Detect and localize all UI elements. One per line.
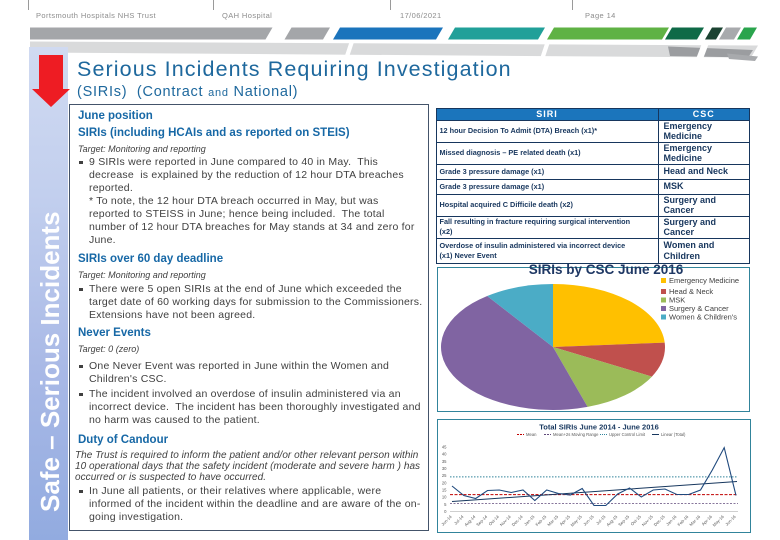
svg-text:0: 0 (444, 509, 447, 514)
svg-text:20: 20 (442, 480, 447, 485)
svg-text:25: 25 (442, 473, 447, 478)
svg-text:Mean: Mean (526, 432, 537, 437)
svg-text:Sep-14: Sep-14 (475, 514, 489, 528)
svg-text:Mean+2s Moving Range: Mean+2s Moving Range (553, 432, 599, 437)
svg-text:Aug-14: Aug-14 (463, 514, 477, 528)
svg-text:Sep-15: Sep-15 (617, 514, 631, 528)
svg-text:Total SIRIs June 2014 - June 2: Total SIRIs June 2014 - June 2016 (539, 423, 659, 432)
svg-text:Head & Neck: Head & Neck (669, 287, 713, 296)
svg-text:SIRIs by CSC June 2016: SIRIs by CSC June 2016 (529, 262, 684, 277)
svg-text:Mar-15: Mar-15 (546, 514, 559, 527)
svg-text:Jun-14: Jun-14 (440, 514, 453, 527)
svg-text:Aug-15: Aug-15 (605, 514, 619, 528)
svg-text:Surgery & Cancer: Surgery & Cancer (669, 304, 729, 313)
svg-text:Feb-16: Feb-16 (676, 514, 689, 527)
svg-text:MSK: MSK (669, 296, 685, 305)
svg-text:Upper Control Limit: Upper Control Limit (609, 432, 646, 437)
svg-text:40: 40 (442, 452, 447, 457)
svg-text:Jun-15: Jun-15 (582, 514, 595, 527)
svg-text:Nov-14: Nov-14 (499, 514, 513, 528)
svg-text:30: 30 (442, 466, 447, 471)
svg-text:Linear (Total): Linear (Total) (661, 432, 686, 437)
svg-text:Feb-15: Feb-15 (534, 514, 547, 527)
svg-text:15: 15 (442, 488, 447, 493)
svg-text:5: 5 (444, 502, 447, 507)
svg-text:Jan-15: Jan-15 (523, 514, 536, 527)
svg-text:Mar-16: Mar-16 (688, 514, 701, 527)
svg-text:10: 10 (442, 495, 447, 500)
svg-text:Dec-14: Dec-14 (511, 514, 525, 528)
svg-text:Jan-16: Jan-16 (665, 514, 678, 527)
svg-text:Dec-15: Dec-15 (653, 514, 667, 528)
svg-text:Women & Children's: Women & Children's (669, 313, 737, 322)
svg-text:Jun-16: Jun-16 (724, 514, 737, 527)
svg-text:Nov-15: Nov-15 (641, 514, 655, 528)
svg-text:May-16: May-16 (711, 514, 725, 528)
svg-text:35: 35 (442, 459, 447, 464)
svg-text:May-15: May-15 (569, 514, 583, 528)
svg-text:45: 45 (442, 445, 447, 450)
svg-text:Emergency Medicine: Emergency Medicine (669, 276, 739, 285)
